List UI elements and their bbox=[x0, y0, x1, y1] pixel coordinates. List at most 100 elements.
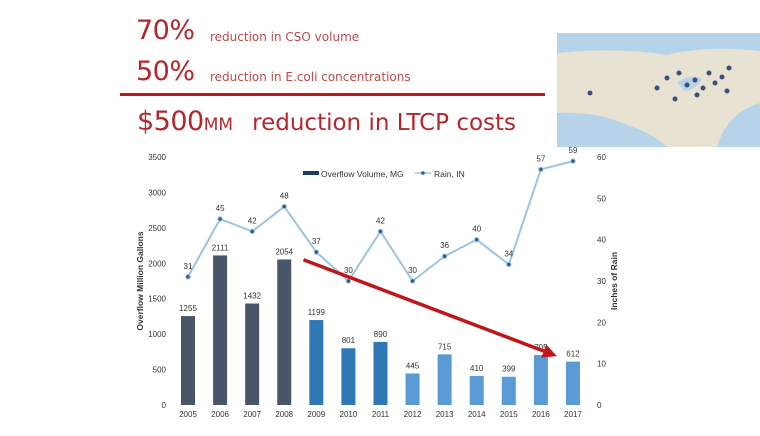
y-tick-0: 0 bbox=[162, 401, 167, 410]
y2-tick-40: 40 bbox=[597, 236, 606, 245]
rain-label-2014: 40 bbox=[472, 225, 481, 234]
y2-tick-20: 20 bbox=[597, 318, 606, 327]
rain-label-2013: 36 bbox=[440, 241, 449, 250]
divider-line bbox=[120, 93, 545, 96]
y-tick-2000: 2000 bbox=[148, 259, 166, 268]
legend-swatch-overflow bbox=[303, 171, 319, 175]
bar-2006 bbox=[213, 255, 228, 405]
bar-label-2012: 445 bbox=[406, 361, 420, 370]
x-tick-2014: 2014 bbox=[468, 410, 486, 419]
rain-label-2017: 59 bbox=[569, 146, 578, 155]
bar-label-2015: 399 bbox=[502, 365, 516, 374]
rain-label-2016: 57 bbox=[536, 154, 545, 163]
bar-label-2014: 410 bbox=[470, 364, 484, 373]
bar-label-2006: 2111 bbox=[212, 243, 229, 252]
rain-point-2005 bbox=[185, 274, 191, 280]
bar-label-2008: 2054 bbox=[275, 247, 293, 256]
trend-arrow-head bbox=[541, 344, 557, 358]
y-tick-3500: 3500 bbox=[148, 153, 166, 162]
rain-point-2015 bbox=[506, 261, 512, 268]
y-tick-1000: 1000 bbox=[148, 330, 166, 339]
rain-label-2010: 30 bbox=[344, 266, 353, 275]
x-tick-2008: 2008 bbox=[275, 410, 293, 419]
legend-label-overflow: Overflow Volume, MG bbox=[321, 169, 404, 179]
legend-label-rain: Rain, IN bbox=[434, 169, 465, 179]
y2-tick-30: 30 bbox=[597, 277, 606, 286]
bar-2013 bbox=[437, 354, 452, 405]
bar-label-2011: 890 bbox=[374, 330, 388, 339]
bar-label-2005: 1255 bbox=[179, 304, 197, 313]
bar-2012 bbox=[405, 373, 420, 405]
us-map-image bbox=[557, 33, 760, 147]
bar-label-2017: 612 bbox=[566, 350, 580, 359]
stat-2-value: 50% bbox=[136, 56, 195, 87]
bar-2008 bbox=[277, 259, 292, 405]
rain-label-2006: 45 bbox=[216, 204, 225, 213]
rain-label-2011: 42 bbox=[376, 216, 385, 225]
bar-2007 bbox=[245, 303, 260, 405]
bar-label-2016: 705 bbox=[534, 343, 548, 352]
rain-label-2005: 31 bbox=[184, 262, 193, 271]
bar-label-2013: 715 bbox=[438, 342, 452, 351]
rain-point-2013 bbox=[441, 253, 448, 259]
bar-label-2010: 801 bbox=[342, 336, 356, 345]
x-tick-2009: 2009 bbox=[307, 410, 325, 419]
y-tick-500: 500 bbox=[153, 366, 167, 375]
y2-tick-60: 60 bbox=[597, 153, 606, 162]
y-tick-1500: 1500 bbox=[148, 295, 166, 304]
stat-1-value: 70% bbox=[136, 15, 195, 46]
rain-label-2007: 42 bbox=[248, 216, 257, 225]
x-tick-2005: 2005 bbox=[179, 410, 197, 419]
bar-2011 bbox=[373, 341, 388, 405]
legend-marker-rain bbox=[421, 171, 425, 175]
stat-1-label: reduction in CSO volume bbox=[210, 30, 360, 44]
rain-point-2006 bbox=[217, 216, 223, 222]
rain-label-2015: 34 bbox=[504, 249, 513, 258]
legend: Overflow Volume, MG Rain, IN bbox=[303, 169, 465, 179]
rain-point-2008 bbox=[281, 203, 287, 210]
bar-label-2009: 1199 bbox=[308, 308, 326, 317]
rain-label-2008: 48 bbox=[280, 192, 289, 201]
rain-label-2009: 37 bbox=[312, 237, 321, 246]
rain-point-2009 bbox=[313, 249, 320, 255]
bar-2015 bbox=[501, 376, 516, 405]
x-tick-2012: 2012 bbox=[404, 410, 422, 419]
rain-point-2016 bbox=[538, 166, 544, 173]
x-tick-2015: 2015 bbox=[500, 410, 518, 419]
y2-tick-10: 10 bbox=[597, 360, 606, 369]
y-tick-2500: 2500 bbox=[148, 224, 166, 233]
rain-point-2007 bbox=[249, 228, 255, 235]
y-axis-label: Overflow Million Gallons bbox=[135, 231, 145, 330]
stat-3: $500MM reduction in LTCP costs bbox=[137, 106, 516, 137]
bar-2017 bbox=[565, 361, 580, 405]
rain-point-2011 bbox=[377, 228, 384, 235]
rain-point-2010 bbox=[345, 278, 352, 284]
rain-point-2012 bbox=[409, 278, 416, 284]
x-tick-2011: 2011 bbox=[372, 410, 390, 419]
bar-2010 bbox=[341, 348, 356, 405]
bar-2016 bbox=[533, 355, 548, 405]
stat-3-label: reduction in LTCP costs bbox=[252, 110, 517, 136]
x-tick-2017: 2017 bbox=[564, 410, 582, 419]
y2-axis-label: Inches of Rain bbox=[609, 252, 619, 310]
y2-tick-0: 0 bbox=[597, 401, 602, 410]
x-tick-2013: 2013 bbox=[436, 410, 454, 419]
trend-arrow-line bbox=[302, 258, 545, 353]
stat-3-unit: MM bbox=[203, 115, 234, 135]
x-tick-2007: 2007 bbox=[243, 410, 261, 419]
x-tick-2016: 2016 bbox=[532, 410, 550, 419]
rain-label-2012: 30 bbox=[408, 266, 417, 275]
x-tick-2010: 2010 bbox=[340, 410, 358, 419]
y-tick-3000: 3000 bbox=[148, 188, 166, 197]
stat-2-label: reduction in E.coli concentrations bbox=[210, 70, 411, 84]
rain-point-2017 bbox=[570, 158, 576, 164]
y2-tick-50: 50 bbox=[597, 194, 606, 203]
bar-2009 bbox=[309, 320, 324, 405]
x-tick-2006: 2006 bbox=[211, 410, 229, 419]
stat-3-value: $500 bbox=[137, 106, 204, 137]
bar-2005 bbox=[181, 316, 195, 405]
bar-2014 bbox=[469, 375, 484, 405]
rain-point-2014 bbox=[474, 236, 480, 243]
bar-label-2007: 1432 bbox=[243, 292, 261, 301]
